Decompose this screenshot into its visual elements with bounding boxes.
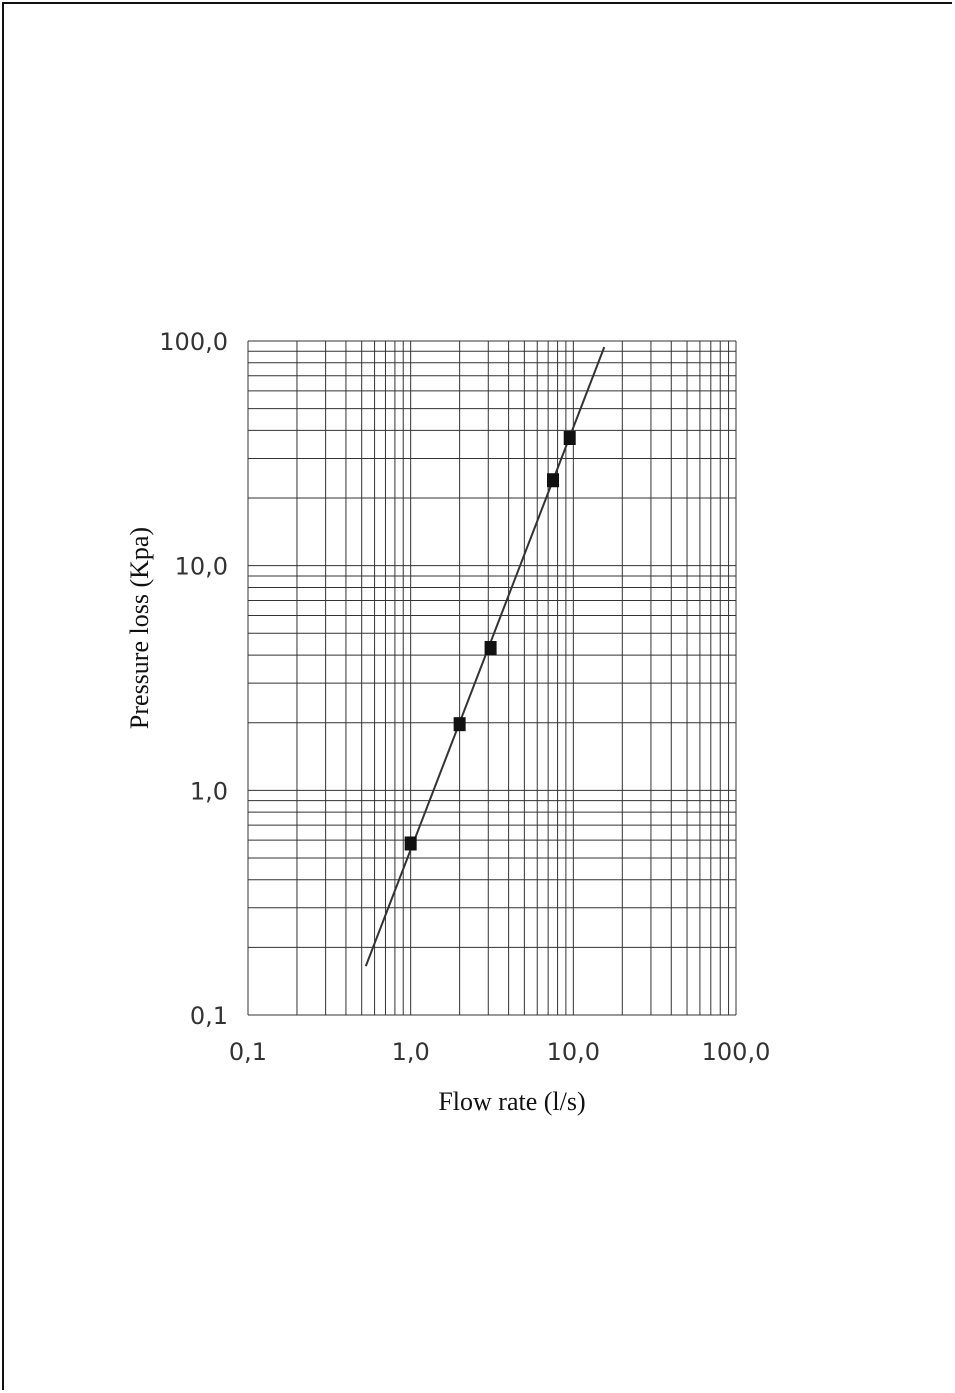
data-points <box>404 431 576 851</box>
x-axis-title: Flow rate (l/s) <box>438 1087 585 1116</box>
data-point-marker <box>453 717 466 732</box>
x-tick-label: 0,1 <box>229 1038 267 1066</box>
y-tick-label: 0,1 <box>190 1002 228 1030</box>
grid <box>247 340 737 1016</box>
data-point-marker <box>547 473 560 488</box>
data-point-marker <box>563 431 576 446</box>
y-tick-label: 1,0 <box>190 777 228 805</box>
data-point-marker <box>404 836 417 851</box>
y-tick-label: 100,0 <box>159 328 228 356</box>
data-point-marker <box>484 641 497 656</box>
fit-line <box>364 346 606 967</box>
y-tick-labels: 0,1 1,0 10,0 100,0 <box>159 328 228 1030</box>
y-axis-title: Pressure loss (Kpa) <box>125 527 154 729</box>
x-tick-label: 1,0 <box>392 1038 430 1066</box>
x-tick-label: 10,0 <box>547 1038 600 1066</box>
x-tick-labels: 0,1 1,0 10,0 100,0 <box>229 1038 770 1066</box>
y-tick-label: 10,0 <box>175 553 228 581</box>
x-tick-label: 100,0 <box>702 1038 771 1066</box>
